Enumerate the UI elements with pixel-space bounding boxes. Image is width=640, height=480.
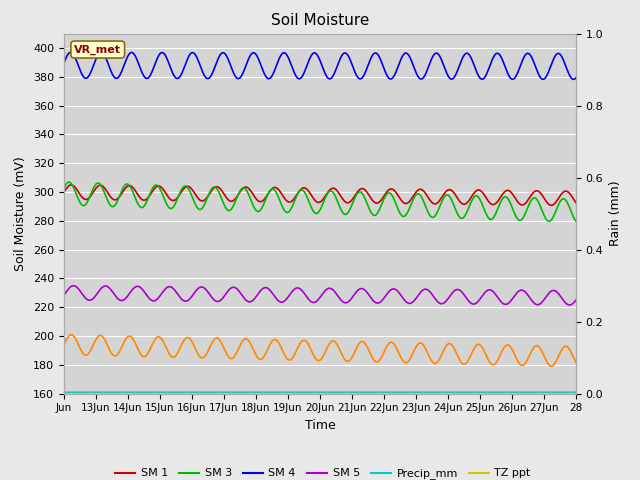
- Title: Soil Moisture: Soil Moisture: [271, 13, 369, 28]
- Text: VR_met: VR_met: [74, 44, 121, 55]
- Legend: SM 1, SM 2, SM 3, SM 4, SM 5, Precip_mm, TZ ppt: SM 1, SM 2, SM 3, SM 4, SM 5, Precip_mm,…: [111, 464, 535, 480]
- X-axis label: Time: Time: [305, 419, 335, 432]
- Y-axis label: Soil Moisture (mV): Soil Moisture (mV): [15, 156, 28, 271]
- Y-axis label: Rain (mm): Rain (mm): [609, 181, 622, 246]
